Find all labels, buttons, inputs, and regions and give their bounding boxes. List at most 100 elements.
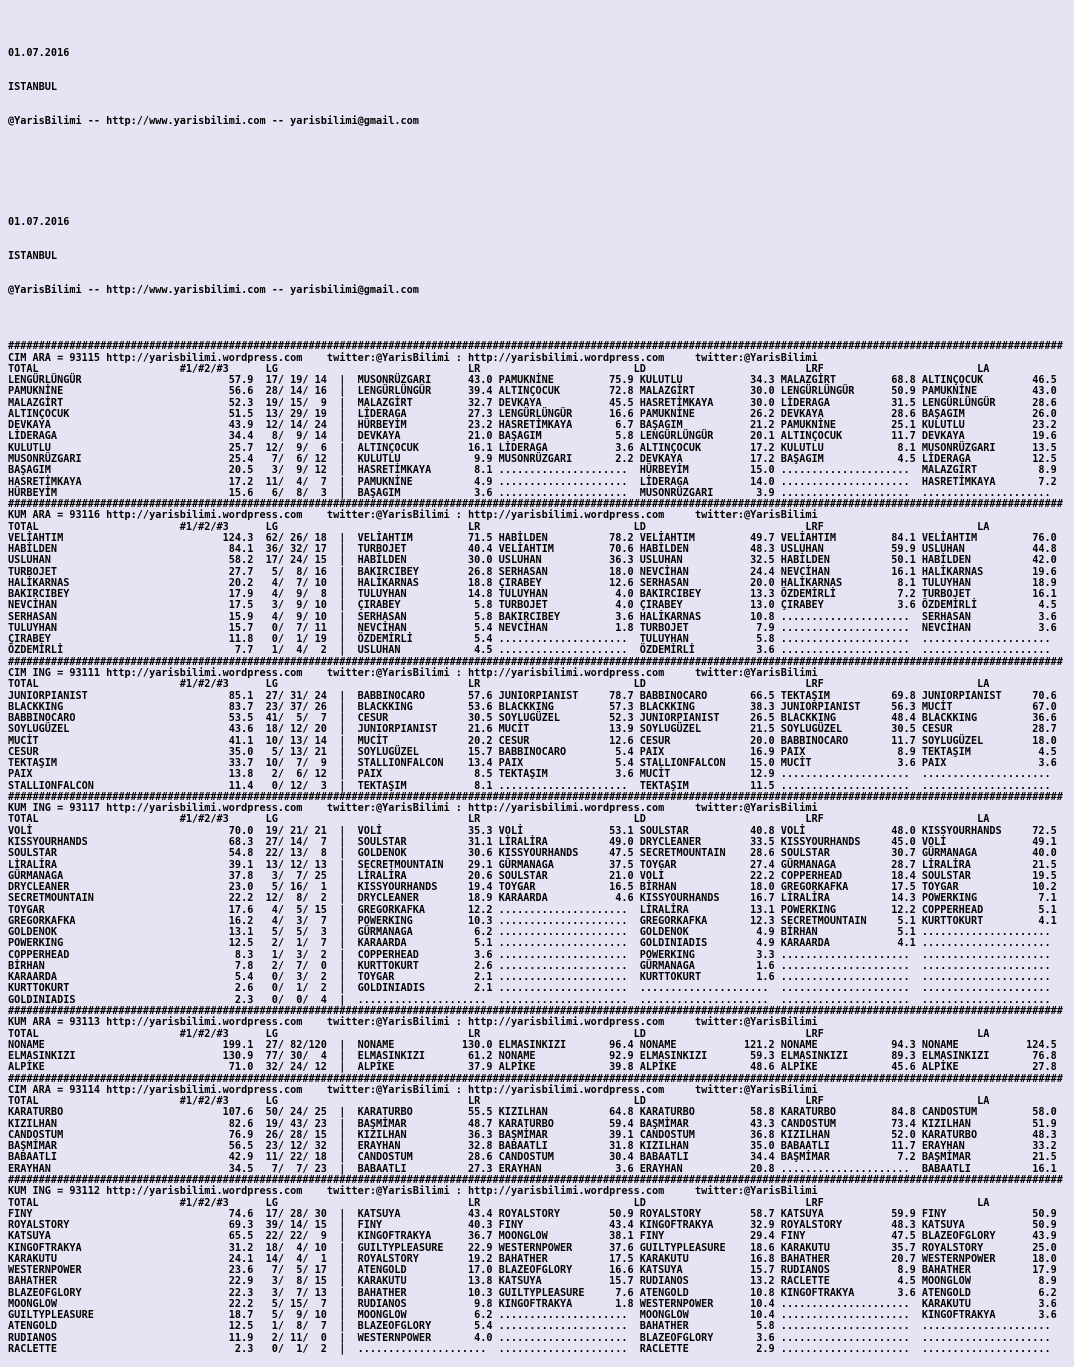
- table-row: MALAZGİRT 52.3 19/ 15/ 9 | MALAZGİRT 32.…: [8, 397, 1063, 409]
- section-separator: ########################################…: [8, 499, 1063, 511]
- table-row: COPPERHEAD 8.3 1/ 3/ 2 | COPPERHEAD 3.6 …: [8, 949, 1063, 961]
- table-row: KARAARDA 5.4 0/ 3/ 2 | TOYGAR 2.1 ......…: [8, 972, 1063, 984]
- section-separator: ########################################…: [8, 1174, 1063, 1186]
- table-row: ELMASINKIZI 130.9 77/ 30/ 4 | ELMASINKIZ…: [8, 1051, 1063, 1063]
- table-row: RACLETTE 2.3 0/ 1/ 2 | .................…: [8, 1343, 1063, 1355]
- table-row: BAKIRCIBEY 17.9 4/ 9/ 8 | TULUYHAN 14.8 …: [8, 589, 1063, 601]
- table-row: GUILTYPLEASURE 18.7 5/ 9/ 10 | MOONGLOW …: [8, 1310, 1063, 1322]
- section-column-headers: TOTAL #1/#2/#3 LG LR LD LRF LA: [8, 814, 1063, 826]
- section-title-93117: KUM ING = 93117 http://yarisbilimi.wordp…: [8, 803, 818, 815]
- table-row: KARAKUTU 24.1 14/ 4/ 1 | ROYALSTORY 19.2…: [8, 1253, 1063, 1265]
- section-title-93112: KUM ING = 93112 http://yarisbilimi.wordp…: [8, 1186, 818, 1198]
- table-row: KISSYOURHANDS 68.3 27/ 14/ 7 | SOULSTAR …: [8, 837, 1063, 848]
- city-text: ISTANBUL: [8, 251, 58, 263]
- table-row: BABAATLI 42.9 11/ 22/ 18 | CANDOSTUM 28.…: [8, 1152, 1063, 1164]
- table-row: MOONGLOW 22.2 5/ 15/ 7 | RUDIANOS 9.8 KI…: [8, 1298, 1063, 1310]
- section-separator: ########################################…: [8, 791, 1063, 803]
- report-header-top: 01.07.2016 ISTANBUL @YarisBilimi -- http…: [8, 26, 1074, 319]
- section-column-headers: TOTAL #1/#2/#3 LG LR LD LRF LA: [8, 1096, 1063, 1108]
- table-row: SOYLUGÜZEL 43.6 18/ 12/ 20 | JUNIORPIANI…: [8, 724, 1063, 736]
- table-row: WESTERNPOWER 23.6 7/ 5/ 17 | ATENGOLD 17…: [8, 1265, 1063, 1277]
- table-row: STALLIONFALCON 11.4 0/ 12/ 3 | TEKTAŞIM …: [8, 780, 1063, 792]
- table-row: VOLİ 70.0 19/ 21/ 21 | VOLİ 35.3 VOLİ 53…: [8, 825, 1063, 837]
- table-row: KINGOFTRAKYA 31.2 18/ 4/ 10 | GUILTYPLEA…: [8, 1242, 1063, 1254]
- table-row: KURTTOKURT 2.6 0/ 1/ 2 | GOLDINIADIS 2.1…: [8, 983, 1063, 995]
- blank-line: [8, 183, 1074, 194]
- table-row: LİRALİRA 39.1 13/ 12/ 13 | SECRETMOUNTAI…: [8, 859, 1063, 871]
- table-row: SOULSTAR 54.8 22/ 13/ 8 | GOLDENOK 30.6 …: [8, 848, 1063, 860]
- table-row: GÜRMANAGA 37.8 3/ 7/ 25 | LİRALİRA 20.6 …: [8, 870, 1063, 882]
- table-row: KARATURBO 107.6 50/ 24/ 25 | KARATURBO 5…: [8, 1107, 1063, 1119]
- table-row: PAMUKNİNE 56.6 28/ 14/ 16 | LENGÜRLÜNGÜR…: [8, 386, 1063, 398]
- table-row: ÖZDEMİRLİ 7.7 1/ 4/ 2 | USLUHAN 4.5 ....…: [8, 645, 1063, 657]
- section-column-headers: TOTAL #1/#2/#3 LG LR LD LRF LA: [8, 679, 1063, 691]
- table-row: BLACKKING 83.7 23/ 37/ 26 | BLACKKING 53…: [8, 701, 1063, 713]
- table-row: FINY 74.6 17/ 28/ 30 | KATSUYA 43.4 ROYA…: [8, 1208, 1063, 1220]
- table-row: ERAYHAN 34.5 7/ 7/ 23 | BABAATLI 27.3 ER…: [8, 1163, 1063, 1175]
- table-row: VELİAHTIM 124.3 62/ 26/ 18 | VELİAHTIM 7…: [8, 532, 1063, 544]
- table-row: MUSONRÜZGARI 25.4 7/ 6/ 12 | KULUTLU 9.9…: [8, 453, 1063, 465]
- table-row: JUNIORPIANIST 85.1 27/ 31/ 24 | BABBINOC…: [8, 690, 1063, 702]
- section-title-93114: CIM ARA = 93114 http://yarisbilimi.wordp…: [8, 1084, 818, 1096]
- table-row: RUDIANOS 11.9 2/ 11/ 0 | WESTERNPOWER 4.…: [8, 1332, 1063, 1344]
- table-row: TURBOJET 27.7 5/ 8/ 16 | BAKIRCIBEY 26.8…: [8, 566, 1063, 578]
- table-row: HÜRBEYİM 15.6 6/ 8/ 3 | BAŞAGIM 3.6 ....…: [8, 487, 1063, 499]
- section-separator: ########################################…: [8, 656, 1063, 668]
- table-row: POWERKING 12.5 2/ 1/ 7 | KARAARDA 5.1 ..…: [8, 938, 1063, 950]
- table-row: DRYCLEANER 23.0 5/ 16/ 1 | KISSYOURHANDS…: [8, 882, 1063, 894]
- table-row: KULUTLU 25.7 12/ 9/ 6 | ALTINÇOCUK 16.1 …: [8, 442, 1063, 454]
- table-row: GREGORKAFKA 16.2 4/ 3/ 7 | POWERKING 10.…: [8, 915, 1063, 927]
- section-title-93116: KUM ARA = 93116 http://yarisbilimi.wordp…: [8, 510, 818, 522]
- section-separator: ########################################…: [8, 1073, 1063, 1085]
- section-column-headers: TOTAL #1/#2/#3 LG LR LD LRF LA: [8, 521, 1063, 533]
- table-row: LENGÜRLÜNGÜR 57.9 17/ 19/ 14 | MUSONRÜZG…: [8, 375, 1063, 387]
- table-row: ROYALSTORY 69.3 39/ 14/ 15 | FINY 40.3 F…: [8, 1220, 1063, 1232]
- table-row: TEKTAŞIM 33.7 10/ 7/ 9 | STALLIONFALCON …: [8, 758, 1063, 770]
- table-row: BAŞMİMAR 56.5 23/ 12/ 32 | ERAYHAN 32.8 …: [8, 1141, 1063, 1153]
- city-text: ISTANBUL: [8, 81, 58, 93]
- table-row: TULUYHAN 15.7 0/ 7/ 11 | NEVCİHAN 5.4 NE…: [8, 622, 1063, 634]
- table-row: MUCİT 41.1 10/ 13/ 14 | MUCİT 20.2 CESUR…: [8, 735, 1063, 747]
- section-title-93111: CIM ING = 93111 http://yarisbilimi.wordp…: [8, 668, 818, 680]
- table-row: PAIX 13.8 2/ 6/ 12 | PAIX 8.5 TEKTAŞIM 3…: [8, 769, 1063, 781]
- table-row: BLAZEOFGLORY 22.3 3/ 7/ 13 | BAHATHER 10…: [8, 1287, 1063, 1299]
- table-row: ALTINÇOCUK 51.5 13/ 29/ 19 | LİDERAGA 27…: [8, 408, 1063, 420]
- table-row: BABBINOCARO 53.5 41/ 5/ 7 | CESUR 30.5 S…: [8, 713, 1063, 725]
- section-column-headers: TOTAL #1/#2/#3 LG LR LD LRF LA: [8, 1197, 1063, 1209]
- table-row: DEVKAYA 43.9 12/ 14/ 24 | HÜRBEYİM 23.2 …: [8, 420, 1063, 432]
- table-row: HALİKARNAS 20.2 4/ 7/ 10 | HALİKARNAS 18…: [8, 577, 1063, 589]
- table-row: GOLDENOK 13.1 5/ 5/ 3 | GÜRMANAGA 6.2 ..…: [8, 927, 1063, 939]
- table-row: ATENGOLD 12.5 1/ 8/ 7 | BLAZEOFGLORY 5.4…: [8, 1321, 1063, 1333]
- table-row: SERHASAN 15.9 4/ 9/ 10 | SERHASAN 5.8 BA…: [8, 611, 1063, 623]
- section-column-headers: TOTAL #1/#2/#3 LG LR LD LRF LA: [8, 1028, 1063, 1040]
- date-text: 01.07.2016: [8, 48, 70, 60]
- table-row: BAHATHER 22.9 3/ 8/ 15 | KARAKUTU 13.8 K…: [8, 1276, 1063, 1288]
- table-row: LİDERAGA 34.4 8/ 9/ 14 | DEVKAYA 21.0 BA…: [8, 431, 1063, 443]
- table-row: HASRETİMKAYA 17.2 11/ 4/ 7 | PAMUKNİNE 4…: [8, 476, 1063, 488]
- table-row: CESUR 35.0 5/ 13/ 21 | SOYLUGÜZEL 15.7 B…: [8, 746, 1063, 758]
- social-line: @YarisBilimi -- http://www.yarisbilimi.c…: [8, 284, 419, 296]
- table-row: HABİLDEN 84.1 36/ 32/ 17 | TURBOJET 40.4…: [8, 544, 1063, 556]
- section-separator: ########################################…: [8, 341, 1063, 353]
- table-row: NONAME 199.1 27/ 82/120 | NONAME 130.0 E…: [8, 1039, 1063, 1051]
- table-row: GOLDINIADIS 2.3 0/ 0/ 4 | ..............…: [8, 994, 1063, 1006]
- blank-line: [8, 150, 1074, 161]
- section-column-headers: TOTAL #1/#2/#3 LG LR LD LRF LA: [8, 363, 1063, 375]
- table-row: BİRHAN 7.8 2/ 7/ 0 | KURTTOKURT 2.6 ....…: [8, 960, 1063, 972]
- table-row: NEVCİHAN 17.5 3/ 9/ 10 | ÇIRABEY 5.8 TUR…: [8, 600, 1063, 612]
- table-row: ÇIRABEY 11.8 0/ 1/ 19 | ÖZDEMİRLİ 5.4 ..…: [8, 634, 1063, 646]
- table-row: SECRETMOUNTAIN 22.2 12/ 8/ 2 | DRYCLEANE…: [8, 893, 1063, 905]
- section-title-93115: CIM ARA = 93115 http://yarisbilimi.wordp…: [8, 352, 818, 364]
- table-row: USLUHAN 58.2 17/ 24/ 15 | HABİLDEN 30.0 …: [8, 555, 1063, 567]
- section-title-93113: KUM ARA = 93113 http://yarisbilimi.wordp…: [8, 1017, 818, 1029]
- table-row: TOYGAR 17.6 4/ 5/ 15 | GREGORKAFKA 12.2 …: [8, 904, 1063, 916]
- table-row: KIZILHAN 82.6 19/ 43/ 23 | BAŞMİMAR 48.7…: [8, 1118, 1063, 1130]
- section-separator: ########################################…: [8, 1005, 1063, 1017]
- table-row: ALPİKE 71.0 32/ 24/ 12 | ALPİKE 37.9 ALP…: [8, 1062, 1063, 1074]
- table-row: KATSUYA 65.5 22/ 22/ 9 | KINGOFTRAKYA 36…: [8, 1231, 1063, 1243]
- sections-body: ########################################…: [8, 341, 1074, 1355]
- table-row: BAŞAGIM 20.5 3/ 9/ 12 | HASRETİMKAYA 8.1…: [8, 465, 1063, 477]
- table-row: CANDOSTUM 76.9 26/ 28/ 15 | KIZILHAN 36.…: [8, 1129, 1063, 1141]
- social-line: @YarisBilimi -- http://www.yarisbilimi.c…: [8, 115, 419, 127]
